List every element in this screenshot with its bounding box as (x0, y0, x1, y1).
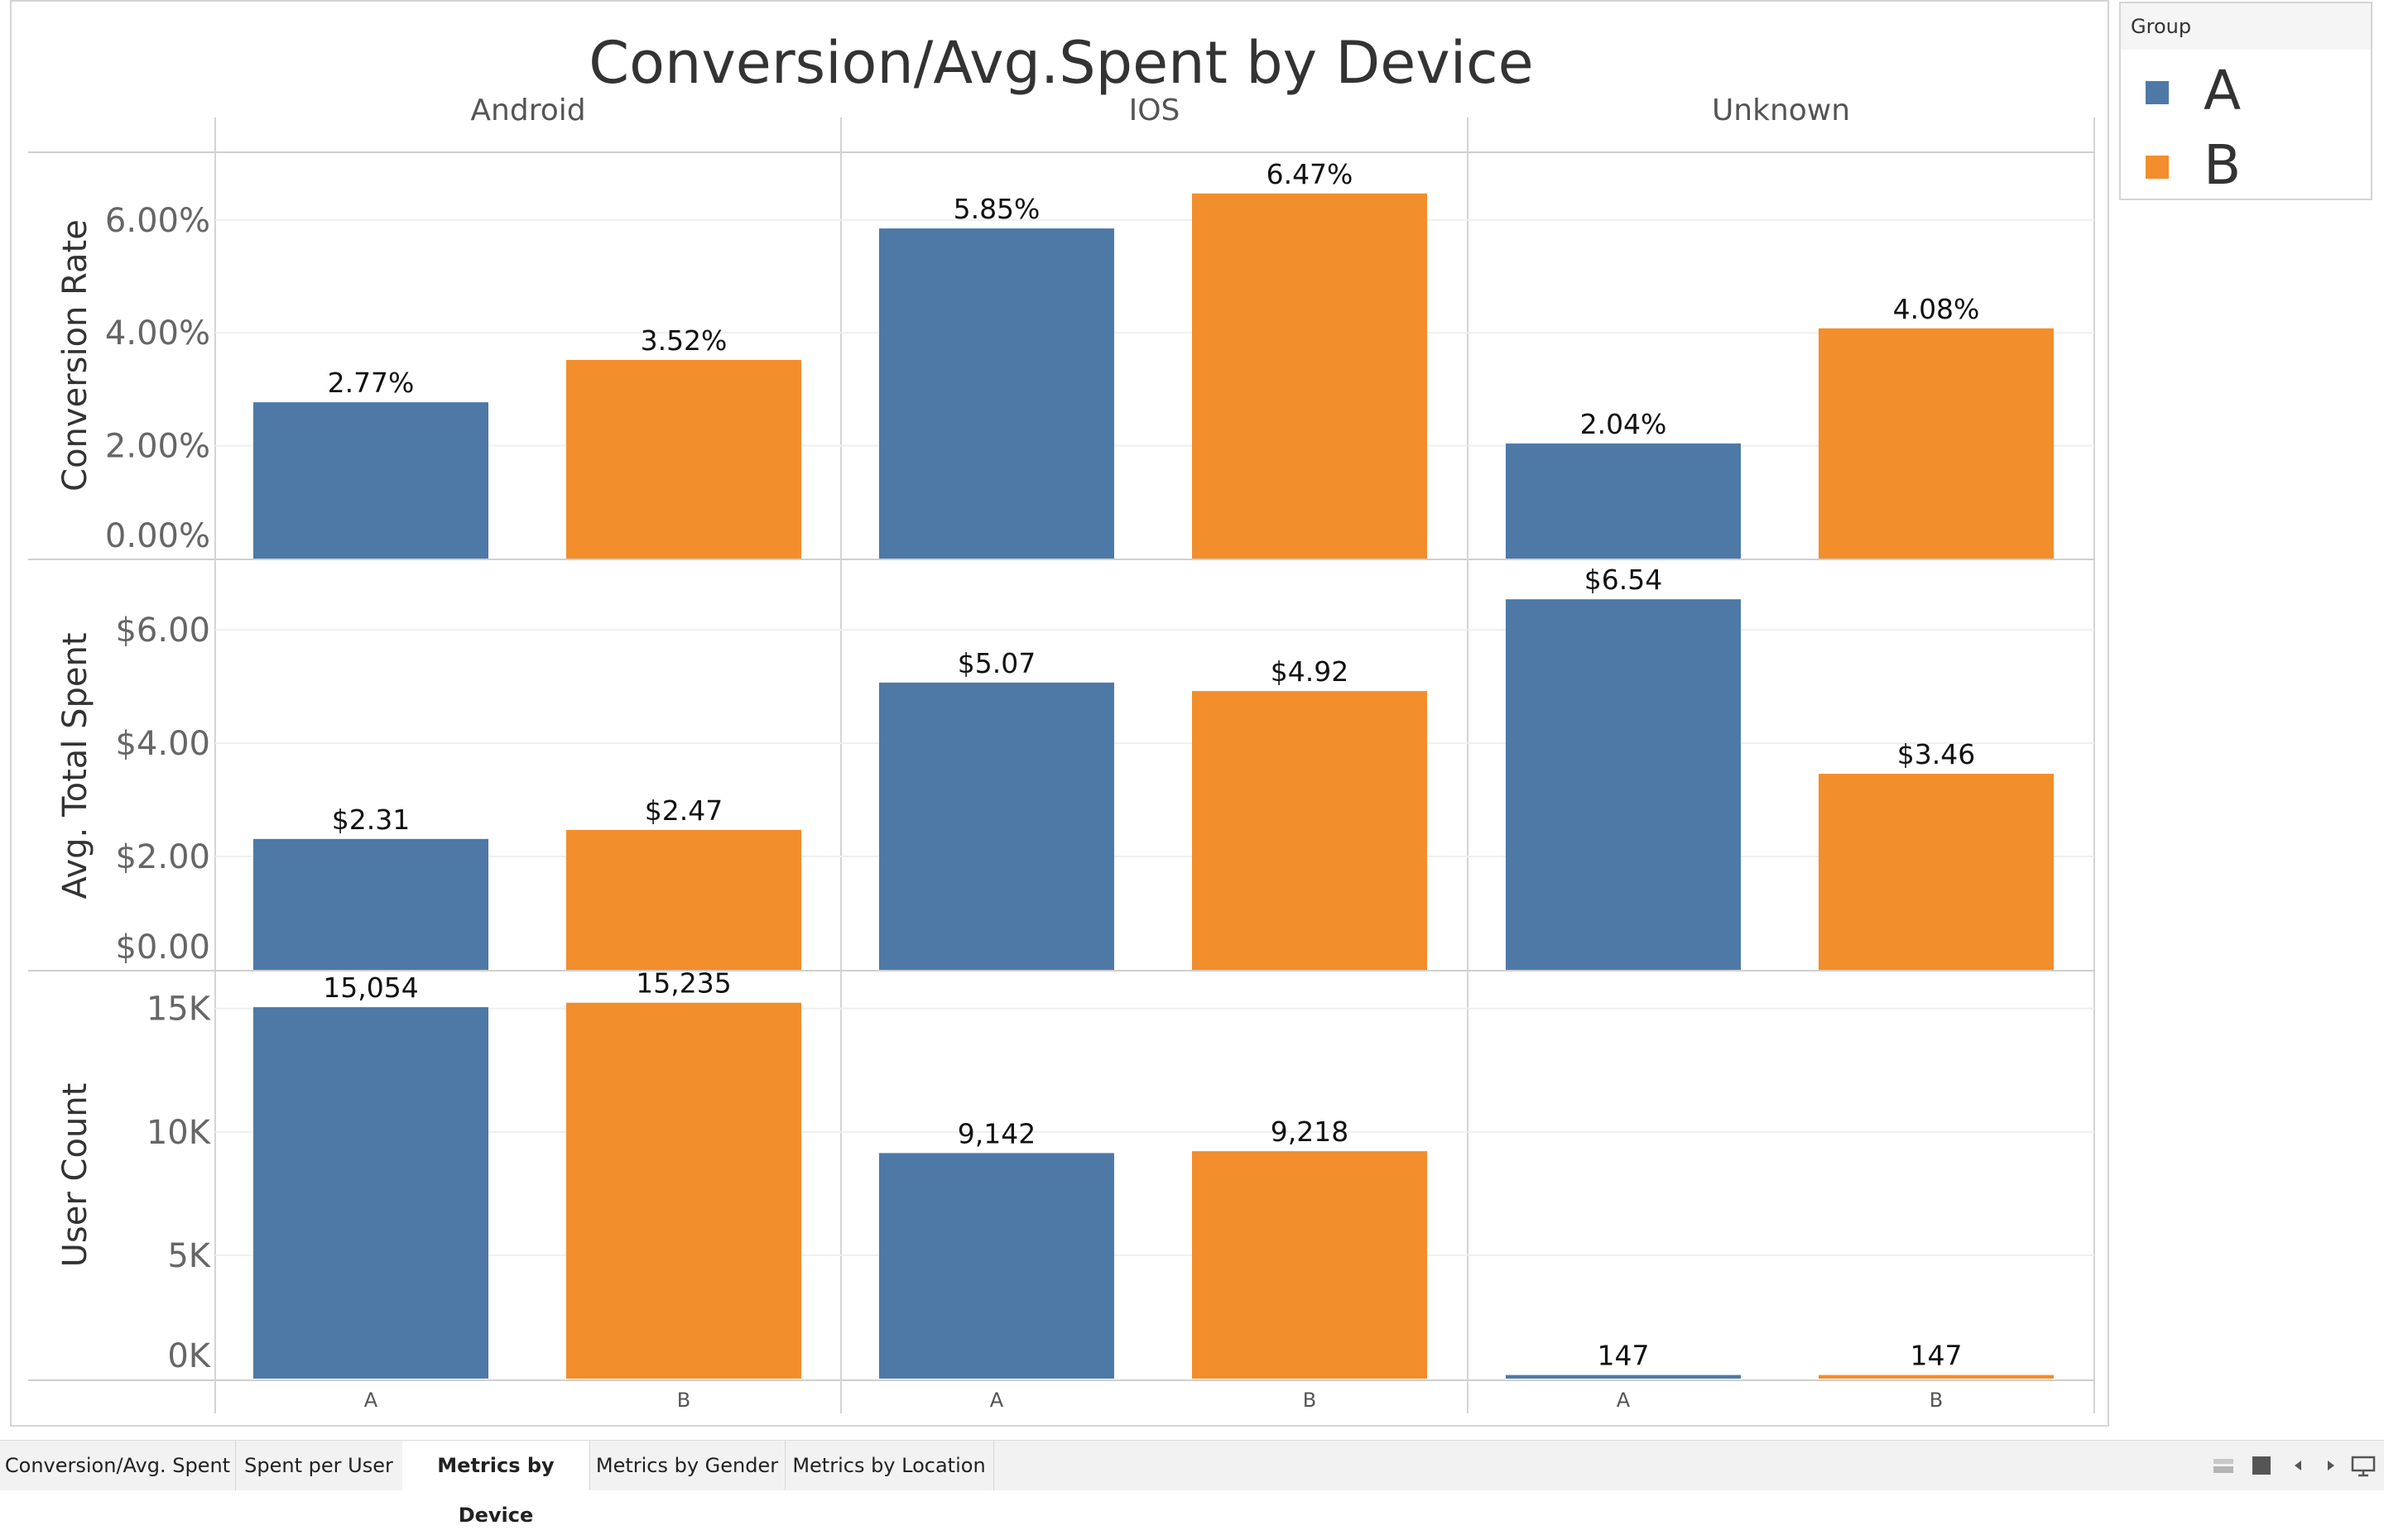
data-label: 2.77% (328, 367, 415, 399)
x-tick-label: B (1303, 1389, 1316, 1412)
data-label: 3.52% (641, 324, 728, 357)
bar-conversion-rate-android-b (566, 359, 801, 559)
data-label: $3.46 (1897, 738, 1975, 770)
legend-item-b[interactable]: B (2146, 132, 2361, 199)
data-label: 9,218 (1271, 1115, 1348, 1148)
data-label: 147 (1911, 1340, 1963, 1372)
bar-avg-total-spent-android-a (253, 838, 488, 970)
y-tick-label: $0.00 (115, 928, 210, 967)
data-label: $2.31 (332, 804, 410, 836)
bar-user-count-ios-a (879, 1153, 1114, 1379)
bar-conversion-rate-unknown-b (1819, 328, 2054, 559)
data-label: $4.92 (1271, 655, 1348, 688)
column-header-android: Android (470, 94, 585, 127)
x-tick-label: A (990, 1389, 1004, 1412)
next-arrow-icon[interactable] (2319, 1454, 2343, 1477)
y-tick-label: 4.00% (105, 314, 210, 353)
x-tick-label: B (677, 1389, 690, 1412)
column-header-unknown: Unknown (1712, 94, 1850, 127)
bar-user-count-android-b (566, 1002, 801, 1379)
data-label: 147 (1598, 1340, 1650, 1372)
y-tick-label: 0.00% (105, 517, 210, 555)
data-label: $5.07 (958, 647, 1036, 679)
legend-swatch-b (2146, 156, 2169, 179)
bar-avg-total-spent-unknown-a (1506, 599, 1741, 970)
data-label: $2.47 (645, 794, 723, 827)
legend-label-a: A (2204, 59, 2242, 122)
bar-avg-total-spent-unknown-b (1819, 774, 2054, 970)
data-label: $6.54 (1584, 564, 1662, 596)
legend-title: Group (2121, 3, 2371, 50)
grid-view-icon[interactable] (2212, 1454, 2235, 1477)
bar-avg-total-spent-ios-b (1192, 691, 1427, 970)
bar-conversion-rate-unknown-a (1506, 443, 1741, 559)
y-tick-label: $4.00 (115, 725, 210, 763)
y-tick-label: 0K (167, 1337, 211, 1375)
data-label: 15,054 (323, 971, 418, 1004)
y-tick-label: 15K (147, 991, 212, 1029)
bar-user-count-ios-b (1192, 1151, 1427, 1379)
single-view-icon[interactable] (2250, 1454, 2273, 1477)
bar-user-count-android-a (253, 1007, 488, 1379)
y-tick-label: 2.00% (105, 428, 210, 466)
bar-conversion-rate-ios-b (1192, 193, 1427, 559)
y-axis-label-conversion-rate: Conversion Rate (56, 219, 94, 492)
column-header-ios: IOS (1129, 94, 1180, 127)
y-tick-label: 10K (147, 1114, 212, 1152)
y-tick-label: 5K (167, 1237, 211, 1275)
y-tick-label: $6.00 (115, 612, 210, 650)
tab-metrics-by-device[interactable]: Metrics by Device (402, 1441, 590, 1527)
bar-conversion-rate-android-a (253, 402, 488, 559)
legend-swatch-a (2146, 81, 2169, 104)
y-tick-label: 6.00% (105, 202, 210, 240)
legend: Group A B (2119, 2, 2372, 200)
legend-item-a[interactable]: A (2146, 58, 2361, 124)
data-label: 6.47% (1266, 158, 1353, 190)
data-label: 5.85% (954, 193, 1041, 225)
data-label: 2.04% (1580, 408, 1667, 440)
y-axis-label-avg-total-spent: Avg. Total Spent (56, 632, 94, 899)
tab-spent-per-user[interactable]: Spent per User (235, 1441, 403, 1490)
tab-metrics-by-gender[interactable]: Metrics by Gender (589, 1441, 786, 1490)
x-tick-label: A (1617, 1389, 1631, 1412)
chart-area: Conversion/Avg.Spent by Device Android IOS… (10, 0, 2109, 1427)
previous-arrow-icon[interactable] (2286, 1454, 2310, 1477)
y-tick-label: $2.00 (115, 838, 210, 876)
chart-title: Conversion/Avg.Spent by Device (589, 29, 1533, 97)
tab-metrics-by-location[interactable]: Metrics by Location (785, 1441, 994, 1490)
x-tick-label: A (364, 1389, 378, 1412)
bar-avg-total-spent-ios-a (879, 682, 1114, 970)
bar-avg-total-spent-android-b (566, 829, 801, 970)
presentation-icon[interactable] (2351, 1454, 2376, 1477)
x-tick-label: B (1930, 1389, 1943, 1412)
tab-conversion-avg-spent[interactable]: Conversion/Avg. Spent (0, 1441, 236, 1490)
legend-label-b: B (2204, 133, 2242, 197)
bar-conversion-rate-ios-a (879, 228, 1114, 559)
data-label: 9,142 (958, 1117, 1036, 1149)
data-label: 4.08% (1893, 293, 1980, 325)
data-label: 15,235 (636, 967, 731, 1000)
bar-user-count-unknown-b (1819, 1374, 2054, 1379)
bar-user-count-unknown-a (1506, 1374, 1741, 1379)
sheet-tab-bar: Conversion/Avg. Spent Spent per User Met… (0, 1440, 2384, 1527)
y-axis-label-user-count: User Count (56, 1083, 94, 1268)
